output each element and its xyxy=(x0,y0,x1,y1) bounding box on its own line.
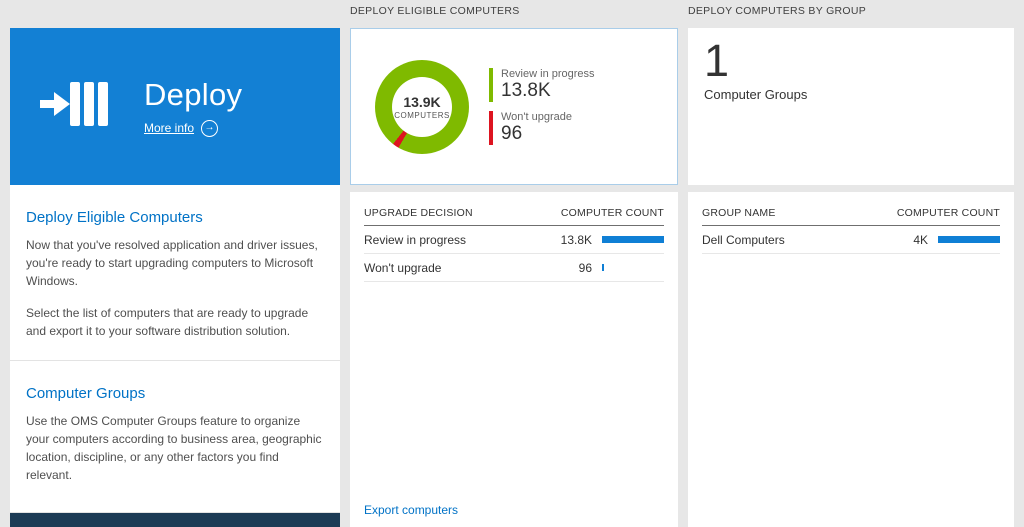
section-heading-deploy-eligible: Deploy Eligible Computers xyxy=(26,209,203,226)
group-count-label: Computer Groups xyxy=(704,86,808,102)
row-value: 96 xyxy=(578,260,592,275)
donut-legend: Review in progress 13.8K Won't upgrade 9… xyxy=(489,68,595,145)
section-heading-computer-groups: Computer Groups xyxy=(26,385,146,402)
legend-item-wont-upgrade: Won't upgrade 96 xyxy=(489,111,595,145)
row-value: 4K xyxy=(913,232,928,247)
row-value: 13.8K xyxy=(560,232,592,247)
column-header-computer-count: COMPUTER COUNT xyxy=(896,207,1000,219)
donut-center-label: COMPUTERS xyxy=(394,110,450,120)
row-bar xyxy=(938,236,1000,243)
arrow-circle-icon[interactable]: → xyxy=(201,119,219,137)
middle-column: DEPLOY ELIGIBLE COMPUTERS 13.9K COMPUTER… xyxy=(350,0,678,527)
row-label: Dell Computers xyxy=(702,232,785,247)
deploy-description-card: Deploy Eligible Computers Now that you'v… xyxy=(10,185,340,513)
section-paragraph: Use the OMS Computer Groups feature to o… xyxy=(26,414,322,482)
upgrade-decision-table: UPGRADE DECISION COMPUTER COUNT Review i… xyxy=(350,192,678,527)
deploy-title: Deploy xyxy=(144,76,243,112)
section-paragraph: Select the list of computers that are re… xyxy=(26,306,309,338)
donut-center-value: 13.9K xyxy=(403,93,441,110)
deploy-tile[interactable]: Deploy More info → xyxy=(10,28,340,185)
column-header-upgrade-decision: UPGRADE DECISION xyxy=(364,207,473,219)
table-header-row: UPGRADE DECISION COMPUTER COUNT xyxy=(364,192,664,226)
donut-chart[interactable]: 13.9K COMPUTERS xyxy=(375,59,469,154)
legend-value: 96 xyxy=(501,123,523,144)
left-footer-bar xyxy=(10,513,340,527)
legend-label: Review in progress xyxy=(501,68,595,81)
legend-color-strip xyxy=(489,68,493,102)
donut-hole: 13.9K COMPUTERS xyxy=(392,76,452,137)
section-paragraph: Now that you've resolved application and… xyxy=(26,238,318,288)
column-header-computer-count: COMPUTER COUNT xyxy=(560,207,664,219)
group-table: GROUP NAME COMPUTER COUNT Dell Computers… xyxy=(688,192,1014,527)
row-bar xyxy=(602,264,604,271)
row-bar-track xyxy=(602,236,664,243)
more-info-row: More info → xyxy=(144,119,242,137)
more-info-link[interactable]: More info xyxy=(144,121,195,135)
table-header-row: GROUP NAME COMPUTER COUNT xyxy=(702,192,1000,226)
legend-item-review-in-progress: Review in progress 13.8K xyxy=(489,68,595,102)
row-bar xyxy=(602,236,664,243)
section-divider xyxy=(10,512,340,513)
right-column-header: DEPLOY COMPUTERS BY GROUP xyxy=(688,5,867,17)
row-label: Won't upgrade xyxy=(364,260,442,275)
legend-value: 13.8K xyxy=(501,80,551,102)
export-computers-link[interactable]: Export computers xyxy=(364,503,459,517)
right-column: DEPLOY COMPUTERS BY GROUP 1 Computer Gro… xyxy=(688,0,1014,527)
row-label: Review in progress xyxy=(364,232,467,247)
middle-column-header: DEPLOY ELIGIBLE COMPUTERS xyxy=(350,5,520,17)
legend-label: Won't upgrade xyxy=(501,111,573,123)
column-header-group-name: GROUP NAME xyxy=(702,207,776,219)
table-row[interactable]: Won't upgrade 96 xyxy=(364,254,664,282)
eligible-computers-donut-card: 13.9K COMPUTERS Review in progress 13.8K… xyxy=(350,28,678,185)
deploy-tile-text: Deploy More info → xyxy=(144,77,242,137)
table-row[interactable]: Dell Computers 4K xyxy=(702,226,1000,254)
legend-color-strip xyxy=(489,111,493,145)
computer-groups-summary-card[interactable]: 1 Computer Groups xyxy=(688,28,1014,185)
section-divider xyxy=(10,360,340,361)
group-count-value: 1 xyxy=(704,35,730,86)
row-bar-track xyxy=(938,236,1000,243)
left-column: Deploy More info → Deploy Eligible Compu… xyxy=(10,0,340,527)
row-bar-track xyxy=(602,264,664,271)
table-row[interactable]: Review in progress 13.8K xyxy=(364,226,664,254)
deploy-icon xyxy=(40,78,118,135)
